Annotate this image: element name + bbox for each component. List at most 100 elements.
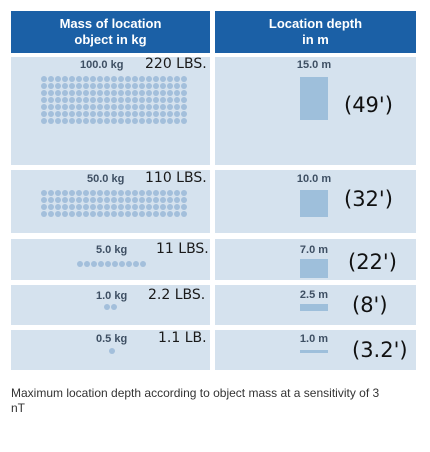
mass-dot [97,211,103,217]
lbs-label: 11 LBS. [156,241,209,257]
mass-dot [76,111,82,117]
mass-dot [90,118,96,124]
mass-dot [125,197,131,203]
mass-dot [41,90,47,96]
mass-dot [83,211,89,217]
mass-dot [118,211,124,217]
mass-dot [76,76,82,82]
mass-cell-1kg [11,285,210,325]
mass-dot [97,118,103,124]
mass-dot [90,83,96,89]
mass-dot [181,76,187,82]
mass-dot [125,83,131,89]
mass-dot [174,204,180,210]
mass-dot [55,97,61,103]
mass-dot [41,76,47,82]
mass-dot [174,211,180,217]
mass-dot [125,111,131,117]
mass-dot [104,76,110,82]
mass-dot [132,197,138,203]
mass-dot [174,90,180,96]
depth-column-header: Location depth in m [215,11,416,53]
mass-dot [160,190,166,196]
mass-dot [140,261,146,267]
mass-dot [83,118,89,124]
mass-dot [139,190,145,196]
mass-dot [111,104,117,110]
mass-dot [118,190,124,196]
mass-dot [139,104,145,110]
mass-dot [125,90,131,96]
mass-dot [48,111,54,117]
mass-dot [48,211,54,217]
mass-cell-5kg [11,239,210,280]
mass-dot [174,118,180,124]
mass-dot [181,111,187,117]
mass-dot [41,104,47,110]
mass-dot [111,83,117,89]
mass-dot [174,104,180,110]
mass-dot [105,261,111,267]
mass-dot [55,111,61,117]
mass-dot [69,211,75,217]
mass-dot [181,104,187,110]
mass-dot [48,76,54,82]
mass-dot [118,97,124,103]
mass-dot [111,204,117,210]
mass-dot [41,83,47,89]
mass-dot [76,83,82,89]
mass-dot [167,90,173,96]
mass-dot [48,204,54,210]
mass-dot [62,111,68,117]
depth-bar [300,304,328,311]
depth-bar [300,259,328,278]
mass-dot [41,118,47,124]
mass-dot [104,111,110,117]
mass-dot [125,211,131,217]
mass-dot [146,190,152,196]
depth-bar [300,190,328,217]
mass-dot [97,83,103,89]
mass-dot [111,304,117,310]
mass-dot [83,76,89,82]
mass-dot [146,76,152,82]
mass-dot [111,76,117,82]
depth-label: 10.0 m [296,173,332,185]
mass-dot [48,83,54,89]
mass-dot [48,90,54,96]
mass-dot [69,90,75,96]
mass-dot [104,211,110,217]
mass-dot [97,204,103,210]
mass-dot [111,111,117,117]
mass-dot [153,197,159,203]
mass-dot [55,83,61,89]
mass-dot [76,90,82,96]
mass-dot [104,197,110,203]
mass-dot [132,90,138,96]
mass-dot [160,104,166,110]
mass-dot [97,97,103,103]
mass-dot [139,90,145,96]
mass-dot [153,83,159,89]
mass-dot [118,90,124,96]
mass-dot [104,204,110,210]
mass-dot [181,90,187,96]
mass-dot [90,90,96,96]
mass-dot [125,76,131,82]
mass-column-header: Mass of location object in kg [11,11,210,53]
mass-dot [160,83,166,89]
depth-bar [300,350,328,353]
mass-dot [146,211,152,217]
mass-dot [48,190,54,196]
mass-dot [41,190,47,196]
mass-dot [139,111,145,117]
mass-dot [62,97,68,103]
mass-dot [146,197,152,203]
mass-dot [55,190,61,196]
feet-label: (3.2') [352,338,408,362]
caption: Maximum location depth according to obje… [11,386,380,415]
mass-dot [132,190,138,196]
mass-dot [125,204,131,210]
mass-dot [55,104,61,110]
mass-label: 1.0 kg [96,290,128,302]
